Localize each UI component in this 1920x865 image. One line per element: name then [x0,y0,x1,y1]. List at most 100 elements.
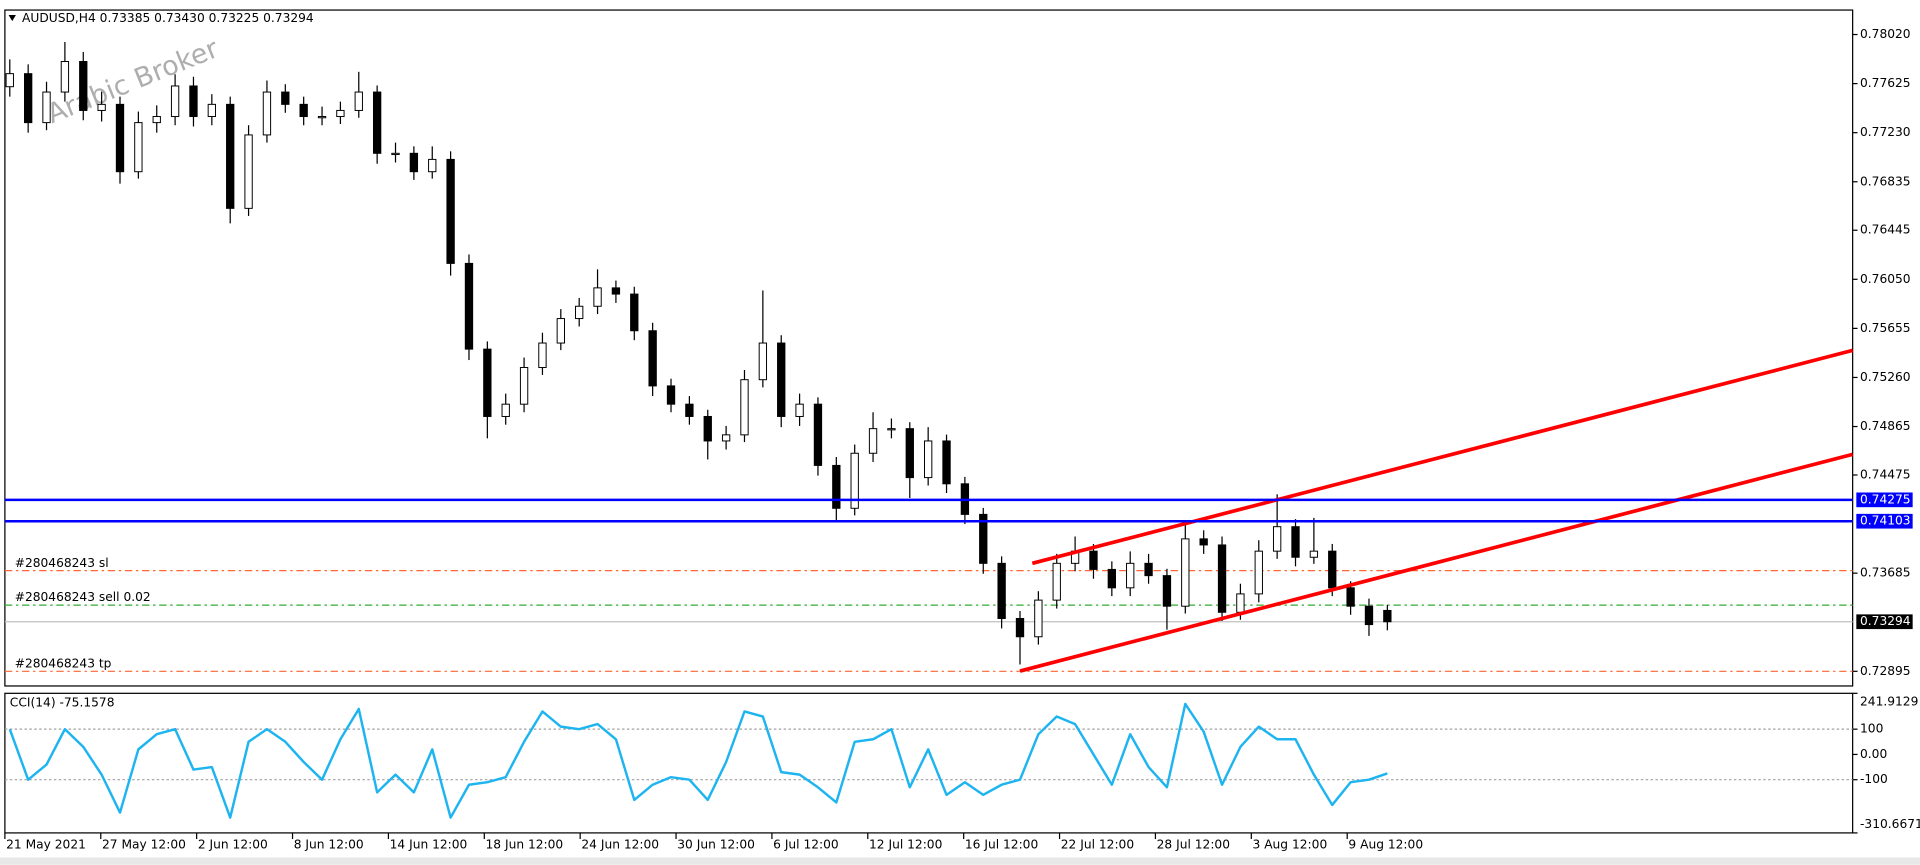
y-tick-label: 0.77230 [1860,125,1911,139]
x-tick-label: 18 Jun 12:00 [486,838,564,852]
price-level-tag [1856,492,1913,508]
candle-body [1052,562,1061,601]
candle-body [1126,562,1135,589]
candle-body [1144,562,1153,577]
candle-body [409,152,419,173]
y-tick-label: 0.74475 [1860,467,1911,481]
y-tick-label: 0.00 [1860,747,1887,761]
y-tick-label: 0.76445 [1860,223,1911,237]
menu-arrow[interactable] [8,14,16,22]
candle-body [593,287,602,307]
candle-body [1291,526,1300,558]
y-tick-label: 0.73685 [1860,566,1911,580]
y-tick-label: 0.72895 [1860,664,1911,678]
indicator-title: CCI(14) -75.1578 [10,696,115,710]
candle-body [777,342,786,417]
candle-body [519,367,529,405]
candle-body [630,293,639,332]
candle-body [336,109,345,118]
candle-body [1309,550,1319,558]
candle-body [152,116,161,124]
candle-body [97,103,106,111]
x-tick-label: 6 Jul 12:00 [773,838,839,852]
y-tick-label: 0.75260 [1860,370,1911,384]
y-tick-label: 0.76050 [1860,272,1911,286]
y-tick-label: -310.6671 [1860,817,1920,831]
candle-body [721,434,731,442]
candle-body [1034,599,1043,638]
candle-body [1162,575,1172,607]
chart-title: AUDUSD,H4 0.73385 0.73430 0.73225 0.7329… [22,11,314,25]
candle-body [42,91,51,124]
candle-body [538,342,547,369]
candle-body [372,91,382,154]
order-label: #280468243 sl [15,556,109,570]
candle-body [1383,609,1392,623]
candle-body [1346,587,1355,607]
y-tick-label: 0.75655 [1860,321,1911,335]
candle-body [60,61,70,93]
x-tick-label: 27 May 12:00 [102,838,186,852]
candle-body [611,287,621,295]
candle-body [464,262,474,350]
candle-body [483,348,492,417]
candle-body [391,152,400,156]
candle-body [685,403,694,417]
candle-body [446,158,455,264]
x-tick-label: 24 Jun 12:00 [581,838,659,852]
candle-body [189,85,198,118]
candle-body [24,73,33,124]
candle-body [575,305,584,320]
x-tick-label: 22 Jul 12:00 [1061,838,1134,852]
candle-body [1089,550,1098,570]
x-tick-label: 12 Jul 12:00 [869,838,942,852]
tab-bar [0,857,1920,865]
candle-body [997,562,1006,619]
candle-body [1364,605,1374,626]
candle-body [795,403,804,417]
candle-body [79,61,88,111]
candle-body [299,103,308,118]
y-tick-label: 241.9129 [1860,694,1918,708]
candle-body [648,330,657,387]
candle-body [170,85,180,118]
x-tick-label: 21 May 2021 [6,838,86,852]
x-tick-label: 9 Aug 12:00 [1348,838,1423,852]
candle-body [354,91,363,111]
x-tick-label: 16 Jul 12:00 [965,838,1038,852]
main-frame [4,9,1854,687]
candle-body [887,428,896,431]
candle-body [868,428,878,454]
candle-body [1199,538,1208,546]
current-price-label: 0.73294 [1860,614,1911,628]
candle-body [134,122,143,173]
candle-body [556,318,565,344]
order-label: #280468243 tp [15,656,112,670]
x-tick-label: 14 Jun 12:00 [390,838,468,852]
candle-body [281,91,290,105]
y-tick-label: 0.76835 [1860,174,1911,188]
x-tick-label: 3 Aug 12:00 [1253,838,1328,852]
candle-body [1236,593,1245,613]
candle-body [850,452,859,509]
candle-body [832,464,841,509]
candle-body [428,158,437,173]
trend-line [1031,348,1854,566]
candle-body [813,403,823,466]
candle-body [942,440,951,485]
x-tick-label: 30 Jun 12:00 [677,838,755,852]
candle-body [317,116,327,119]
candle-body [5,73,14,88]
candle-body [262,91,272,136]
y-tick-label: 100 [1860,722,1883,736]
candle-body [1015,618,1025,638]
candle-body [1272,526,1282,552]
x-tick-label: 2 Jun 12:00 [198,838,268,852]
candle-body [1217,544,1227,613]
candle-body [226,103,235,209]
y-tick-label: -100 [1860,772,1888,786]
candle-body [501,403,510,417]
price-level-label: 0.74103 [1860,514,1911,528]
candle-body [905,428,914,479]
